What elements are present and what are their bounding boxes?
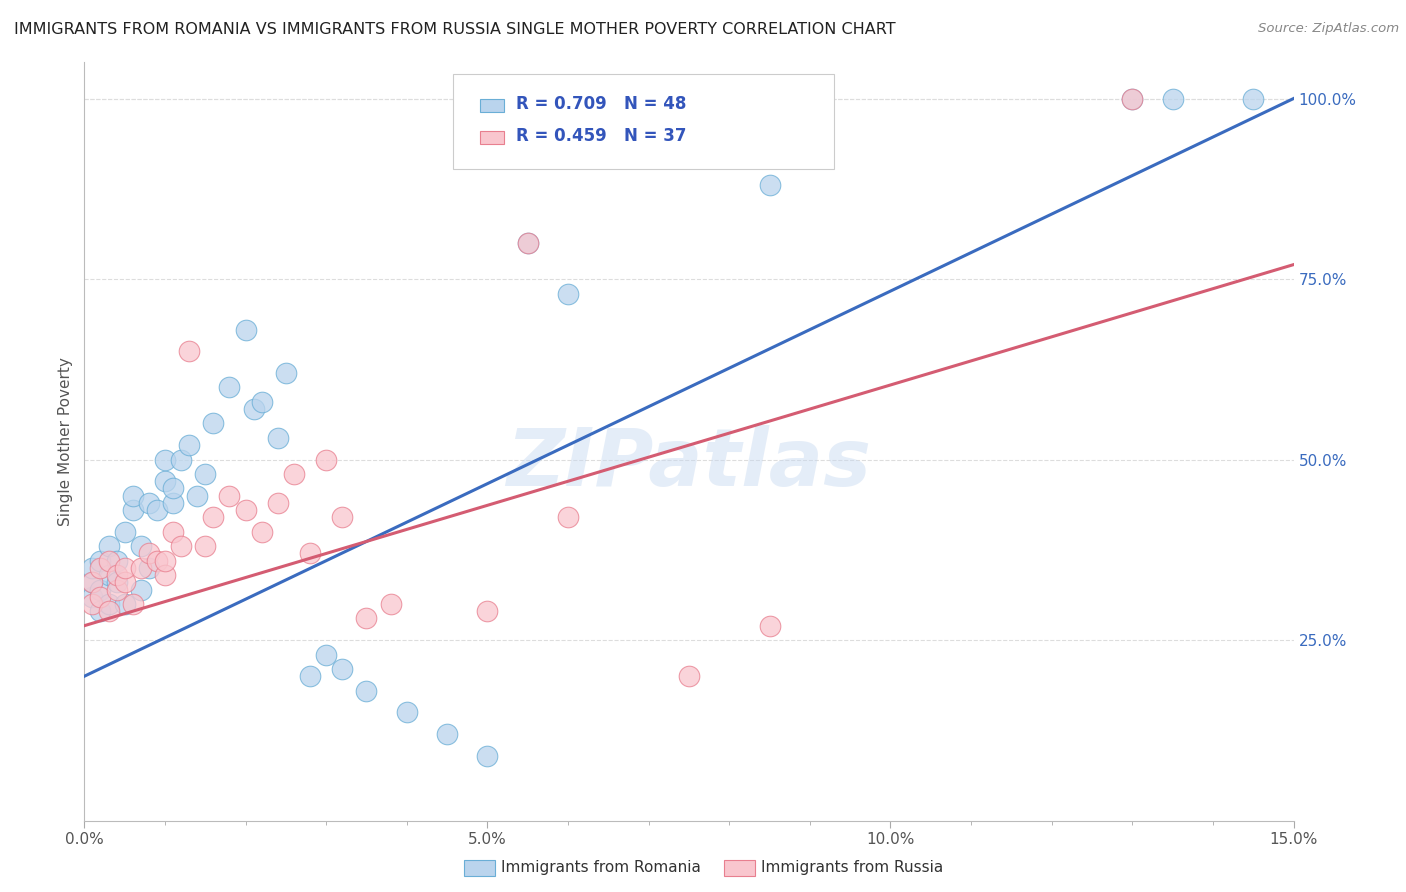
FancyBboxPatch shape bbox=[453, 74, 834, 169]
Point bbox=[315, 452, 337, 467]
Text: IMMIGRANTS FROM ROMANIA VS IMMIGRANTS FROM RUSSIA SINGLE MOTHER POVERTY CORRELAT: IMMIGRANTS FROM ROMANIA VS IMMIGRANTS FR… bbox=[14, 22, 896, 37]
Point bbox=[267, 431, 290, 445]
Point bbox=[283, 467, 305, 481]
Point bbox=[557, 510, 579, 524]
Point bbox=[267, 496, 290, 510]
Point bbox=[89, 582, 111, 597]
Point bbox=[138, 546, 160, 560]
Point bbox=[242, 402, 264, 417]
Point bbox=[114, 575, 136, 590]
Point bbox=[250, 524, 273, 539]
Point bbox=[299, 669, 322, 683]
Point bbox=[105, 554, 128, 568]
Point bbox=[1121, 91, 1143, 105]
Point bbox=[121, 597, 143, 611]
Point bbox=[250, 394, 273, 409]
Bar bbox=[479, 131, 503, 145]
Point bbox=[395, 706, 418, 720]
Point bbox=[153, 554, 176, 568]
Point bbox=[170, 452, 193, 467]
Point bbox=[153, 475, 176, 489]
Point bbox=[138, 496, 160, 510]
Y-axis label: Single Mother Poverty: Single Mother Poverty bbox=[58, 357, 73, 526]
Point bbox=[114, 597, 136, 611]
Point bbox=[516, 235, 538, 250]
Point bbox=[179, 438, 201, 452]
Point bbox=[758, 618, 780, 632]
Point bbox=[105, 582, 128, 597]
Text: R = 0.709   N = 48: R = 0.709 N = 48 bbox=[516, 95, 686, 113]
Bar bbox=[479, 99, 503, 112]
Point bbox=[89, 554, 111, 568]
Point bbox=[557, 286, 579, 301]
Text: ZIPatlas: ZIPatlas bbox=[506, 425, 872, 503]
Point bbox=[114, 561, 136, 575]
Text: Source: ZipAtlas.com: Source: ZipAtlas.com bbox=[1258, 22, 1399, 36]
Point bbox=[162, 482, 184, 496]
Point bbox=[129, 539, 152, 553]
Point bbox=[162, 524, 184, 539]
Point bbox=[89, 561, 111, 575]
Point bbox=[82, 561, 104, 575]
Point bbox=[121, 489, 143, 503]
Text: R = 0.459   N = 37: R = 0.459 N = 37 bbox=[516, 127, 686, 145]
Point bbox=[114, 524, 136, 539]
Point bbox=[1241, 91, 1264, 105]
Point bbox=[678, 669, 700, 683]
Point bbox=[380, 597, 402, 611]
Point bbox=[1121, 91, 1143, 105]
Point bbox=[89, 590, 111, 604]
Point bbox=[218, 489, 240, 503]
Point bbox=[477, 748, 499, 763]
Point bbox=[146, 503, 169, 517]
Point bbox=[235, 323, 257, 337]
Point bbox=[299, 546, 322, 560]
Point bbox=[1161, 91, 1184, 105]
Point bbox=[356, 683, 378, 698]
Point bbox=[97, 568, 120, 582]
Point bbox=[82, 597, 104, 611]
Point bbox=[89, 604, 111, 618]
Point bbox=[138, 561, 160, 575]
Point bbox=[146, 554, 169, 568]
Point bbox=[235, 503, 257, 517]
Point bbox=[202, 417, 225, 431]
Text: Immigrants from Romania: Immigrants from Romania bbox=[501, 860, 700, 874]
Point bbox=[315, 648, 337, 662]
Point bbox=[82, 575, 104, 590]
Point bbox=[170, 539, 193, 553]
Point bbox=[330, 510, 353, 524]
Point bbox=[97, 554, 120, 568]
Point bbox=[202, 510, 225, 524]
Point bbox=[97, 597, 120, 611]
Point bbox=[105, 575, 128, 590]
Point bbox=[194, 467, 217, 481]
Point bbox=[121, 503, 143, 517]
Point bbox=[97, 539, 120, 553]
Point bbox=[153, 568, 176, 582]
Point bbox=[516, 235, 538, 250]
Point bbox=[179, 344, 201, 359]
Point bbox=[82, 575, 104, 590]
Point bbox=[129, 582, 152, 597]
Point bbox=[129, 561, 152, 575]
Text: Immigrants from Russia: Immigrants from Russia bbox=[761, 860, 943, 874]
Point bbox=[162, 496, 184, 510]
Point bbox=[330, 662, 353, 676]
Point bbox=[758, 178, 780, 193]
Point bbox=[186, 489, 208, 503]
Point bbox=[97, 604, 120, 618]
Point bbox=[218, 380, 240, 394]
Point bbox=[82, 590, 104, 604]
Point bbox=[153, 452, 176, 467]
Point bbox=[436, 727, 458, 741]
Point bbox=[356, 611, 378, 625]
Point bbox=[105, 568, 128, 582]
Point bbox=[477, 604, 499, 618]
Point bbox=[274, 366, 297, 380]
Point bbox=[194, 539, 217, 553]
